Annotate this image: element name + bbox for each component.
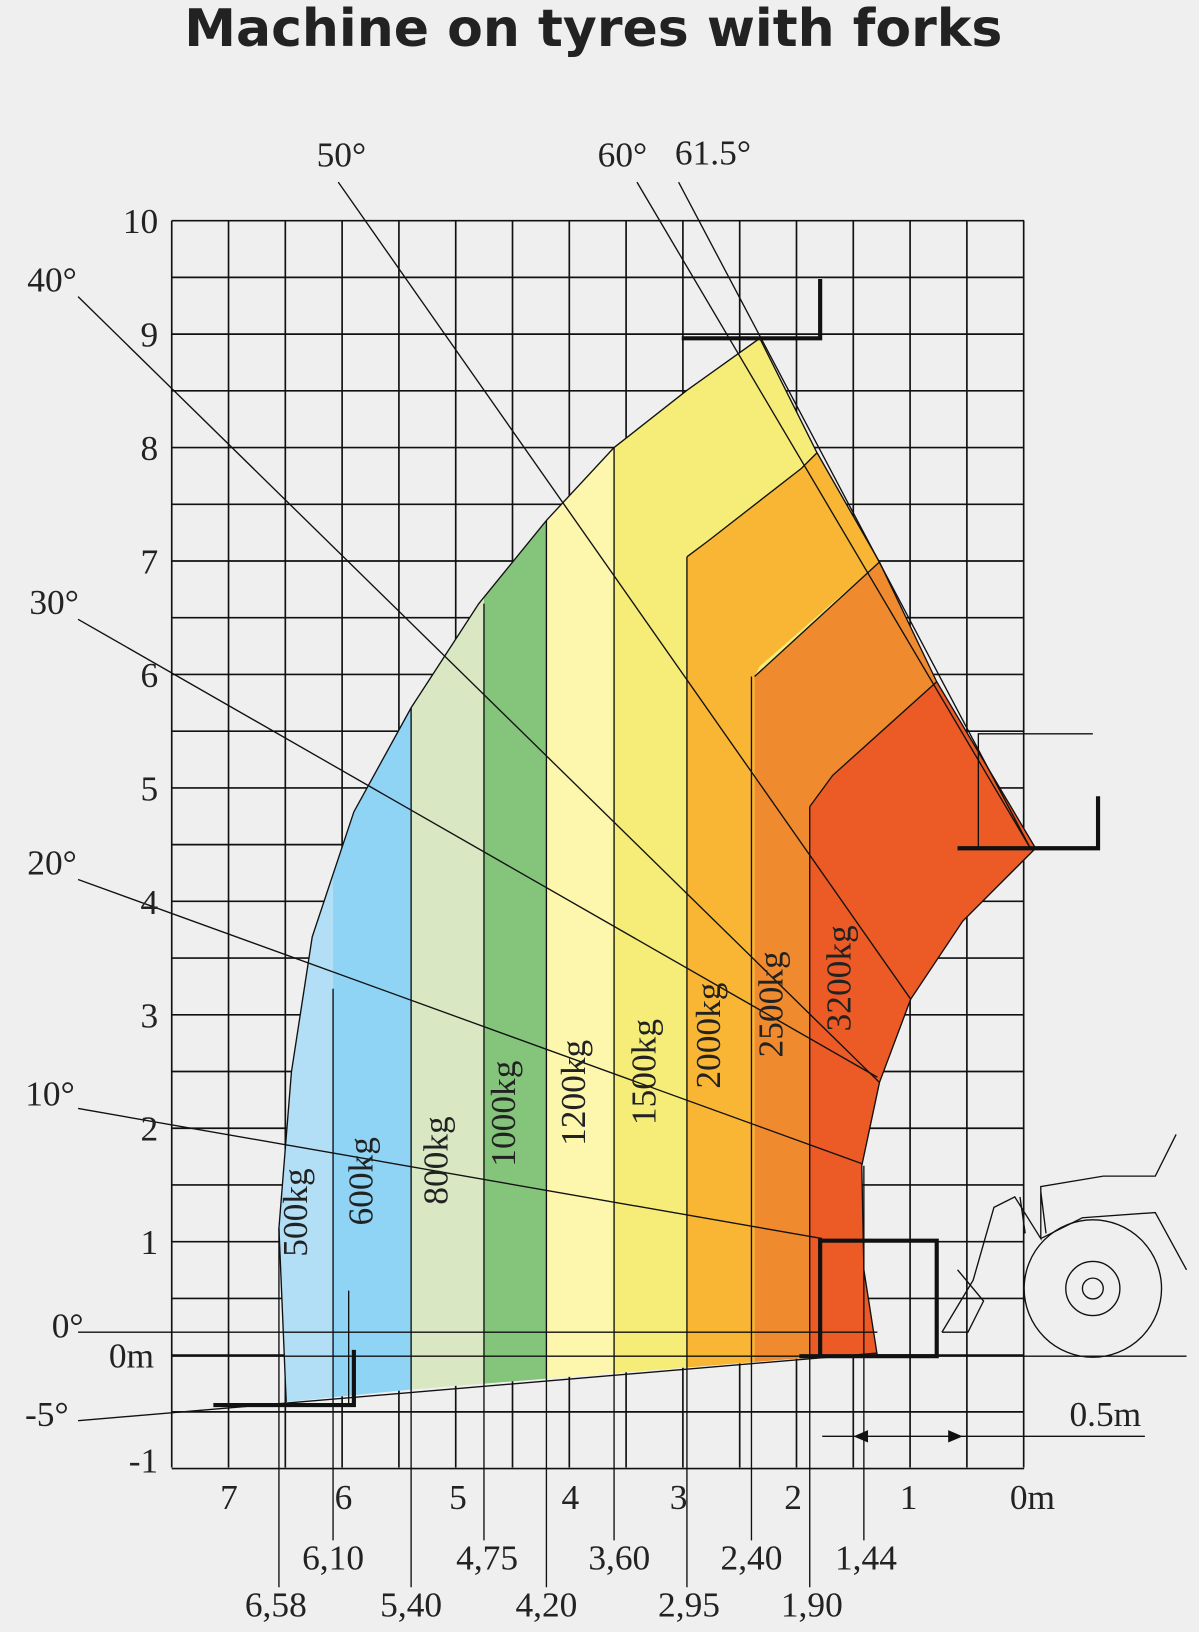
height-label: 10: [123, 201, 158, 241]
height-label: 5: [141, 768, 159, 808]
angle-label: 60°: [598, 135, 648, 175]
reach-label: 7: [220, 1477, 238, 1517]
height-label: -1: [129, 1441, 158, 1481]
height-label: 2: [141, 1109, 159, 1149]
angle-label: 0°: [52, 1305, 84, 1345]
fork: [681, 278, 823, 341]
distance-label: 4,20: [515, 1584, 577, 1624]
height-label: 7: [141, 541, 159, 581]
distance-label: 6,58: [245, 1584, 307, 1624]
height-label: 6: [141, 655, 159, 695]
distance-label: 6,10: [302, 1538, 364, 1578]
fork: [213, 1349, 356, 1408]
scale-bar: 0.5m: [822, 1394, 1145, 1443]
load-label: 2000kg: [688, 982, 728, 1088]
distance-label: 3,60: [588, 1538, 650, 1578]
angle-label: 50°: [317, 135, 367, 175]
angle-line: [636, 181, 1031, 849]
reach-label: 3: [670, 1477, 688, 1517]
labels: 10 9 8 7 6 5 4 3 2 1 0m -1 7 6 5 4 3 2 1 0m 6,58 6,10 5,40 4,75…: [25, 132, 1055, 1624]
height-label: 1: [141, 1222, 159, 1262]
load-label: 500kg: [275, 1168, 315, 1257]
wheel: [1023, 1219, 1163, 1358]
wheel: [1065, 1260, 1121, 1317]
height-label: 4: [141, 882, 159, 922]
height-label: 0m: [109, 1336, 154, 1376]
reach-label: 5: [449, 1477, 467, 1517]
angle-line: [78, 1352, 878, 1422]
load-label: 1200kg: [553, 1039, 593, 1145]
distance-label: 2,95: [658, 1584, 720, 1624]
zone-edge: [686, 452, 818, 558]
height-label: 3: [141, 995, 159, 1035]
load-label: 1000kg: [483, 1060, 523, 1166]
reach-label: 2: [784, 1477, 802, 1517]
title: Machine on tyres with forks: [184, 0, 1002, 59]
height-label: 9: [141, 315, 159, 355]
zone-edge: [809, 681, 938, 808]
wheel: [1081, 1277, 1104, 1300]
load-label: 600kg: [341, 1137, 381, 1226]
reach-label: 4: [562, 1477, 580, 1517]
fork: [977, 733, 1093, 849]
zone-lines: [77, 181, 1187, 1588]
angle-line: [678, 181, 1031, 849]
load-label: 800kg: [416, 1116, 456, 1205]
load-label: 2500kg: [751, 951, 791, 1057]
angle-line: [77, 618, 878, 1078]
angle-label: 30°: [29, 582, 79, 622]
distance-label: 4,75: [456, 1538, 518, 1578]
scale-label: 0.5m: [1069, 1394, 1141, 1434]
fork-box: [799, 1238, 939, 1359]
angle-label: 20°: [27, 842, 77, 882]
distance-label: 1,90: [781, 1584, 843, 1624]
fork: [957, 796, 1101, 851]
load-label: 1500kg: [624, 1019, 664, 1125]
height-label: 8: [141, 428, 159, 468]
distance-label: 1,44: [835, 1538, 897, 1578]
angle-label: -5°: [25, 1394, 69, 1434]
angle-line: [77, 1107, 823, 1240]
angle-line: [77, 296, 880, 1083]
angle-line: [337, 181, 912, 1000]
angle-label: 61.5°: [675, 132, 751, 172]
load-label: 3200kg: [818, 925, 858, 1031]
zone-1200: [546, 338, 615, 1402]
zone-edge: [754, 561, 880, 678]
zone-2000: [686, 452, 880, 1374]
angle-line: [77, 878, 863, 1165]
forks: [213, 278, 1101, 1408]
machine: [941, 1134, 1188, 1358]
distance-label: 2,40: [721, 1538, 783, 1578]
angle-label: 40°: [27, 259, 77, 299]
zone-2500: [754, 562, 937, 1374]
reach-label: 6: [335, 1477, 353, 1517]
reach-label: 1: [900, 1477, 918, 1517]
machine-outline: [941, 1134, 1188, 1333]
distance-label: 5,40: [380, 1584, 442, 1624]
angle-label: 10°: [25, 1073, 75, 1113]
reach-label: 0m: [1010, 1477, 1055, 1517]
